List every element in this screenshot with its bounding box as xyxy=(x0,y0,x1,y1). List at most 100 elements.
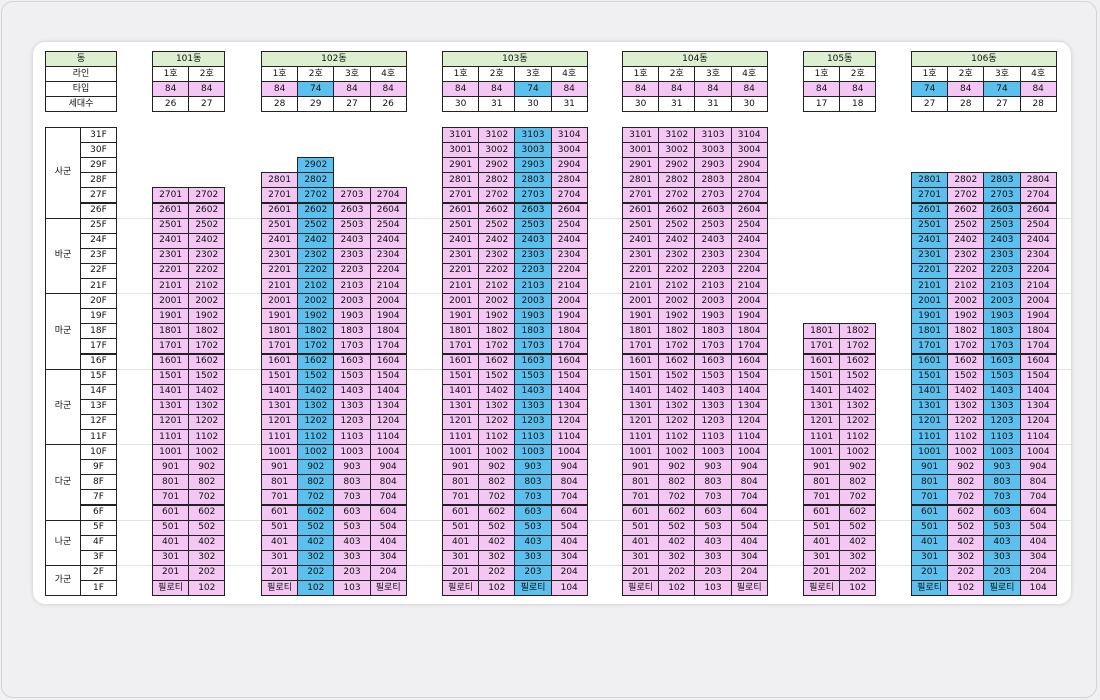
unit-cell[interactable]: 1902 xyxy=(658,308,696,325)
unit-cell[interactable]: 1504 xyxy=(369,368,407,385)
unit-cell[interactable]: 1304 xyxy=(369,398,407,415)
unit-cell[interactable]: 2301 xyxy=(152,247,190,264)
unit-cell[interactable]: 402 xyxy=(188,534,226,551)
unit-cell[interactable]: 2101 xyxy=(911,278,949,295)
unit-cell[interactable]: 1401 xyxy=(442,383,480,400)
unit-cell[interactable]: 1403 xyxy=(333,383,371,400)
unit-cell[interactable]: 1504 xyxy=(730,368,768,385)
unit-cell[interactable]: 2402 xyxy=(478,232,516,249)
unit-cell[interactable]: 1104 xyxy=(1019,429,1057,446)
unit-cell[interactable]: 1302 xyxy=(297,398,335,415)
unit-cell[interactable]: 1401 xyxy=(261,383,299,400)
unit-cell[interactable]: 2703 xyxy=(333,187,371,204)
unit-cell[interactable]: 704 xyxy=(369,489,407,506)
unit-cell[interactable]: 2801 xyxy=(442,172,480,189)
unit-cell[interactable]: 2204 xyxy=(1019,262,1057,279)
unit-cell[interactable]: 603 xyxy=(694,504,732,521)
unit-cell[interactable]: 2503 xyxy=(694,217,732,234)
unit-cell[interactable]: 1501 xyxy=(622,368,660,385)
unit-cell[interactable]: 2601 xyxy=(442,202,480,219)
unit-cell[interactable]: 1402 xyxy=(478,383,516,400)
unit-cell[interactable]: 1601 xyxy=(622,353,660,370)
unit-cell[interactable]: 1701 xyxy=(152,338,190,355)
unit-cell[interactable]: 1101 xyxy=(261,429,299,446)
unit-cell[interactable]: 2802 xyxy=(947,172,985,189)
unit-cell[interactable]: 1801 xyxy=(152,323,190,340)
unit-cell[interactable]: 2501 xyxy=(152,217,190,234)
unit-cell[interactable]: 필로티 xyxy=(911,580,949,597)
unit-cell[interactable]: 2501 xyxy=(261,217,299,234)
unit-cell[interactable]: 2502 xyxy=(947,217,985,234)
unit-cell[interactable]: 1601 xyxy=(803,353,841,370)
unit-cell[interactable]: 2904 xyxy=(550,157,588,174)
unit-cell[interactable]: 502 xyxy=(658,519,696,536)
unit-cell[interactable]: 304 xyxy=(369,549,407,566)
unit-cell[interactable]: 1103 xyxy=(514,429,552,446)
unit-cell[interactable]: 1902 xyxy=(188,308,226,325)
unit-cell[interactable]: 404 xyxy=(1019,534,1057,551)
unit-cell[interactable]: 2603 xyxy=(514,202,552,219)
unit-cell[interactable]: 1404 xyxy=(1019,383,1057,400)
unit-cell[interactable]: 필로티 xyxy=(514,580,552,597)
unit-cell[interactable]: 1802 xyxy=(658,323,696,340)
unit-cell[interactable]: 2203 xyxy=(514,262,552,279)
unit-cell[interactable]: 2504 xyxy=(1019,217,1057,234)
unit-cell[interactable]: 501 xyxy=(911,519,949,536)
unit-cell[interactable]: 2301 xyxy=(442,247,480,264)
unit-cell[interactable]: 3003 xyxy=(514,142,552,159)
unit-cell[interactable]: 302 xyxy=(297,549,335,566)
unit-cell[interactable]: 1502 xyxy=(839,368,877,385)
unit-cell[interactable]: 3101 xyxy=(442,127,480,144)
unit-cell[interactable]: 102 xyxy=(658,580,696,597)
unit-cell[interactable]: 1601 xyxy=(442,353,480,370)
unit-cell[interactable]: 1801 xyxy=(911,323,949,340)
unit-cell[interactable]: 503 xyxy=(983,519,1021,536)
unit-cell[interactable]: 1504 xyxy=(1019,368,1057,385)
unit-cell[interactable]: 1602 xyxy=(478,353,516,370)
unit-cell[interactable]: 2702 xyxy=(188,187,226,204)
unit-cell[interactable]: 3002 xyxy=(478,142,516,159)
unit-cell[interactable]: 1802 xyxy=(839,323,877,340)
unit-cell[interactable]: 1203 xyxy=(694,413,732,430)
unit-cell[interactable]: 필로티 xyxy=(730,580,768,597)
unit-cell[interactable]: 1001 xyxy=(911,444,949,461)
unit-cell[interactable]: 2702 xyxy=(297,187,335,204)
unit-cell[interactable]: 1203 xyxy=(514,413,552,430)
unit-cell[interactable]: 802 xyxy=(478,474,516,491)
unit-cell[interactable]: 1703 xyxy=(694,338,732,355)
unit-cell[interactable]: 701 xyxy=(152,489,190,506)
unit-cell[interactable]: 2604 xyxy=(369,202,407,219)
unit-cell[interactable]: 2104 xyxy=(550,278,588,295)
unit-cell[interactable]: 303 xyxy=(983,549,1021,566)
unit-cell[interactable]: 2903 xyxy=(514,157,552,174)
unit-cell[interactable]: 1002 xyxy=(839,444,877,461)
unit-cell[interactable]: 1803 xyxy=(514,323,552,340)
unit-cell[interactable]: 304 xyxy=(550,549,588,566)
unit-cell[interactable]: 1204 xyxy=(730,413,768,430)
unit-cell[interactable]: 403 xyxy=(983,534,1021,551)
unit-cell[interactable]: 402 xyxy=(839,534,877,551)
unit-cell[interactable]: 1402 xyxy=(188,383,226,400)
unit-cell[interactable]: 901 xyxy=(261,459,299,476)
unit-cell[interactable]: 2501 xyxy=(622,217,660,234)
unit-cell[interactable]: 2504 xyxy=(369,217,407,234)
unit-cell[interactable]: 2202 xyxy=(297,262,335,279)
unit-cell[interactable]: 1301 xyxy=(622,398,660,415)
unit-cell[interactable]: 601 xyxy=(622,504,660,521)
unit-cell[interactable]: 2003 xyxy=(983,293,1021,310)
unit-cell[interactable]: 902 xyxy=(947,459,985,476)
unit-cell[interactable]: 304 xyxy=(730,549,768,566)
unit-cell[interactable]: 2201 xyxy=(442,262,480,279)
unit-cell[interactable]: 1104 xyxy=(369,429,407,446)
unit-cell[interactable]: 2404 xyxy=(369,232,407,249)
unit-cell[interactable]: 502 xyxy=(947,519,985,536)
unit-cell[interactable]: 1904 xyxy=(1019,308,1057,325)
unit-cell[interactable]: 2803 xyxy=(694,172,732,189)
unit-cell[interactable]: 1602 xyxy=(188,353,226,370)
unit-cell[interactable]: 503 xyxy=(514,519,552,536)
unit-cell[interactable]: 1501 xyxy=(261,368,299,385)
unit-cell[interactable]: 2804 xyxy=(550,172,588,189)
unit-cell[interactable]: 402 xyxy=(658,534,696,551)
unit-cell[interactable]: 2904 xyxy=(730,157,768,174)
unit-cell[interactable]: 2702 xyxy=(478,187,516,204)
